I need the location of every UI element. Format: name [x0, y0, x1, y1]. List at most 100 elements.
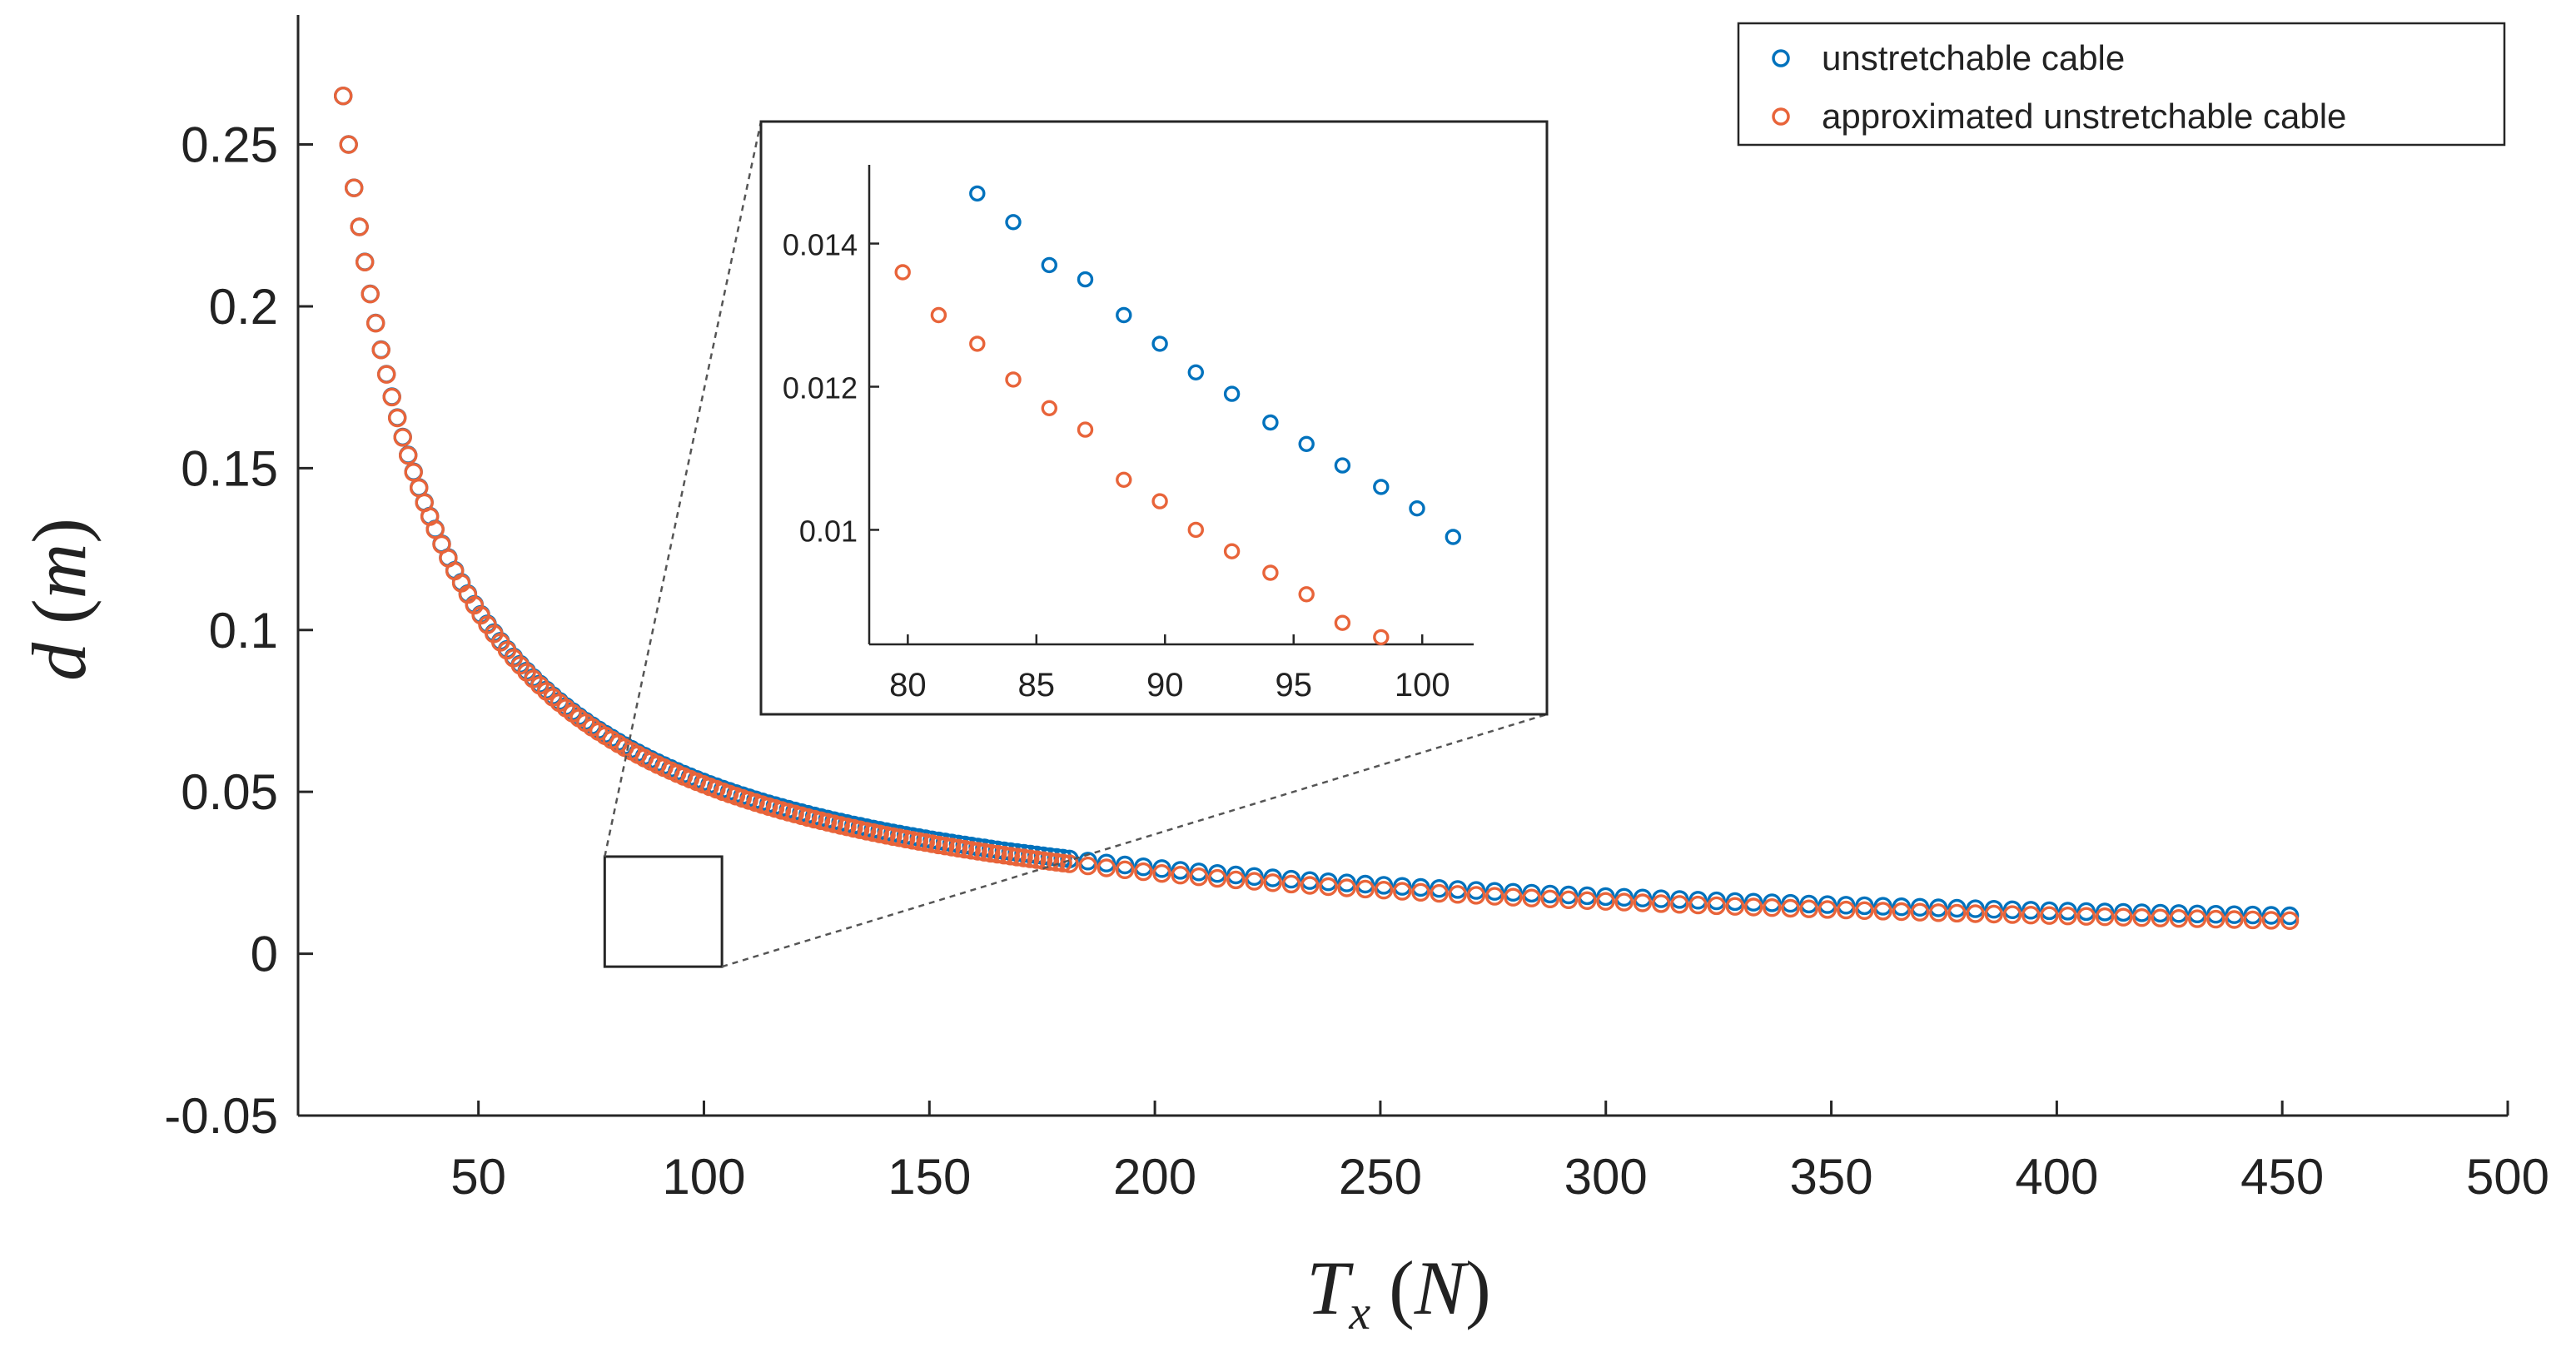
- legend-label-approximated: approximated unstretchable cable: [1822, 97, 2346, 136]
- inset-point-approximated: [969, 336, 986, 352]
- point-approximated: [922, 834, 942, 853]
- inset-x-tick-label: 90: [1146, 667, 1184, 703]
- inset-point-approximated: [894, 264, 911, 281]
- point-approximated: [2261, 911, 2281, 930]
- y-tick-label: 0.05: [181, 764, 278, 820]
- point-approximated: [975, 843, 994, 862]
- point-approximated: [1743, 897, 1763, 917]
- inset-point-unstretchable: [1262, 414, 1279, 431]
- zoom-connector-bottom: [721, 713, 1548, 968]
- x-tick-label: 50: [450, 1149, 506, 1205]
- point-approximated: [1910, 902, 1930, 922]
- y-tick-label: 0.25: [181, 117, 278, 173]
- point-approximated: [1540, 889, 1560, 909]
- inset-zoom-plot: 80 85 90 95 100 0.01 0.012 0.014: [759, 120, 1549, 716]
- point-approximated: [968, 842, 987, 861]
- point-approximated: [2151, 908, 2170, 927]
- point-approximated: [1670, 895, 1689, 914]
- point-approximated: [2206, 909, 2225, 929]
- point-approximated: [388, 408, 407, 428]
- point-approximated: [2225, 910, 2244, 929]
- x-tick-label: 450: [2240, 1149, 2324, 1205]
- point-approximated: [1053, 853, 1072, 872]
- y-tick-label: -0.05: [164, 1088, 278, 1144]
- point-approximated: [1040, 852, 1060, 871]
- inset-x-tick-label: 80: [889, 667, 927, 703]
- inset-point-approximated: [1151, 493, 1168, 509]
- inset-point-approximated: [930, 306, 947, 324]
- point-approximated: [916, 833, 935, 852]
- point-approximated: [1947, 903, 1967, 923]
- y-tick-label: 0: [251, 927, 278, 982]
- point-approximated: [994, 845, 1014, 865]
- inset-point-approximated: [1223, 543, 1241, 559]
- inset-point-unstretchable: [1116, 306, 1132, 324]
- point-approximated: [1855, 901, 1874, 921]
- main-scatter-points: [334, 86, 2300, 931]
- x-tick-label: 200: [1113, 1149, 1196, 1205]
- inset-point-unstretchable: [1223, 385, 1241, 402]
- point-approximated: [1984, 904, 2004, 924]
- x-tick-label: 150: [888, 1149, 971, 1205]
- inset-point-unstretchable: [1409, 500, 1425, 517]
- point-approximated: [1189, 867, 1209, 887]
- point-approximated: [1078, 856, 1097, 876]
- point-approximated: [1614, 892, 1634, 912]
- point-approximated: [1007, 847, 1027, 867]
- point-approximated: [1281, 874, 1301, 894]
- point-approximated: [1873, 902, 1892, 921]
- y-axis-label: d(m): [17, 518, 102, 681]
- point-approximated: [942, 838, 962, 857]
- point-approximated: [987, 844, 1007, 864]
- point-approximated: [962, 841, 981, 860]
- inset-point-approximated: [1116, 471, 1132, 488]
- inset-point-unstretchable: [1187, 364, 1205, 380]
- point-approximated: [1448, 885, 1468, 904]
- point-approximated: [955, 839, 975, 859]
- point-approximated: [1337, 878, 1356, 897]
- x-axis-label: Tx (N): [1306, 1245, 1491, 1340]
- inset-point-unstretchable: [1445, 529, 1462, 545]
- x-tick-label: 350: [1789, 1149, 1872, 1205]
- point-approximated: [425, 520, 445, 539]
- point-approximated: [345, 178, 364, 197]
- point-approximated: [2132, 907, 2151, 927]
- zoom-region-box: [603, 855, 724, 968]
- inset-point-approximated: [1334, 614, 1351, 631]
- point-approximated: [1001, 847, 1021, 866]
- inset-point-approximated: [1298, 586, 1315, 603]
- inset-point-approximated: [1373, 629, 1390, 646]
- point-approximated: [334, 86, 353, 106]
- point-approximated: [2076, 907, 2096, 926]
- point-approximated: [1966, 904, 1985, 923]
- legend-box: [1737, 22, 2506, 147]
- inset-x-tick-label: 100: [1395, 667, 1450, 703]
- y-tick-label: 0.1: [209, 603, 278, 659]
- inset-point-unstretchable: [1334, 457, 1351, 474]
- point-approximated: [404, 463, 423, 482]
- inset-frame: [759, 120, 1549, 716]
- point-approximated: [361, 285, 380, 304]
- x-tick-label: 250: [1339, 1149, 1422, 1205]
- point-approximated: [929, 835, 948, 855]
- inset-point-unstretchable: [1041, 256, 1058, 274]
- point-approximated: [1152, 863, 1171, 883]
- point-approximated: [1578, 891, 1597, 911]
- y-ticks: -0.05 0 0.05 0.1 0.15 0.2 0.25: [164, 117, 313, 1144]
- point-approximated: [1060, 854, 1079, 873]
- point-approximated: [2187, 909, 2207, 928]
- inset-y-tick-label: 0.012: [783, 371, 858, 405]
- inset-point-unstretchable: [1005, 214, 1022, 231]
- point-approximated: [2243, 910, 2262, 930]
- point-approximated: [399, 445, 418, 465]
- inset-scatter-points: [894, 185, 1462, 646]
- point-approximated: [948, 838, 968, 857]
- main-axes: 50 100 150 200 250 300 350 400 450 500 -0.05 0 0.05…: [164, 15, 2549, 1205]
- x-label-var: T: [1306, 1245, 1354, 1330]
- inset-x-tick-label: 85: [1018, 667, 1056, 703]
- point-approximated: [896, 829, 916, 848]
- point-approximated: [1504, 887, 1523, 907]
- point-approximated: [1466, 886, 1486, 905]
- point-approximated: [1097, 858, 1116, 877]
